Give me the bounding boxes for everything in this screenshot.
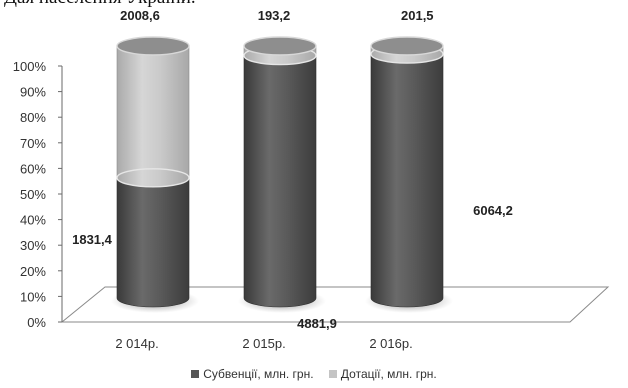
- legend-item-grants: Дотації, млн. грн.: [328, 367, 437, 381]
- bar-segment-grants: [116, 45, 190, 188]
- y-tick-label: 80%: [20, 110, 46, 125]
- y-tick-label: 90%: [20, 85, 46, 100]
- bar-top-cap: [370, 36, 444, 56]
- data-labels: 2 014р. 1831,4 2008,6 2 015р. 4881,9 193,2 2 0…: [72, 8, 513, 351]
- y-tick-label: 0%: [27, 315, 46, 330]
- floor-outline: [60, 286, 610, 323]
- legend-swatch-grants: [328, 370, 337, 378]
- bar-segment-subventions: [116, 177, 190, 308]
- x-category-label: 2 016р.: [369, 336, 412, 351]
- data-label-grants: 201,5: [401, 8, 434, 23]
- bar-segment-subventions: [243, 55, 317, 308]
- legend-item-subventions: Субвенції, млн. грн.: [191, 367, 314, 381]
- bar-segment-boundary: [116, 168, 190, 188]
- legend: Субвенції, млн. грн. Дотації, млн. грн.: [0, 367, 628, 381]
- cylinder-bar-1: [111, 36, 199, 313]
- x-category-label: 2 014р.: [115, 336, 158, 351]
- legend-label-subventions: Субвенції, млн. грн.: [203, 367, 314, 381]
- y-tick-label: 70%: [20, 136, 46, 151]
- chart-floor: [60, 286, 610, 323]
- cut-off-caption: Дая населення України.: [4, 0, 196, 9]
- bar-top-cap: [243, 36, 317, 56]
- data-label-subventions: 1831,4: [72, 232, 113, 247]
- data-label-subventions: 6064,2: [473, 203, 513, 218]
- legend-label-grants: Дотації, млн. грн.: [340, 367, 437, 381]
- data-label-subventions: 4881,9: [297, 316, 337, 331]
- y-tick-label: 50%: [20, 187, 46, 202]
- legend-swatch-subventions: [191, 370, 200, 378]
- cylinder-bar-3: [365, 36, 453, 313]
- y-tick-label: 60%: [20, 161, 46, 176]
- bar-top-cap: [116, 36, 190, 56]
- data-label-grants: 193,2: [258, 8, 291, 23]
- y-tick-label: 100%: [13, 59, 47, 74]
- plot-area: [111, 36, 453, 313]
- y-tick-label: 20%: [20, 264, 46, 279]
- y-tick-label: 30%: [20, 238, 46, 253]
- data-label-grants: 2008,6: [120, 8, 160, 23]
- bar-segment-subventions: [370, 54, 444, 308]
- y-tick-label: 10%: [20, 289, 46, 304]
- y-axis: 0% 10% 20% 30% 40% 50% 60% 70% 80% 90% 100%: [13, 59, 63, 330]
- cylinder-bar-2: [238, 36, 326, 313]
- x-category-label: 2 015р.: [242, 336, 285, 351]
- y-tick-label: 40%: [20, 213, 46, 228]
